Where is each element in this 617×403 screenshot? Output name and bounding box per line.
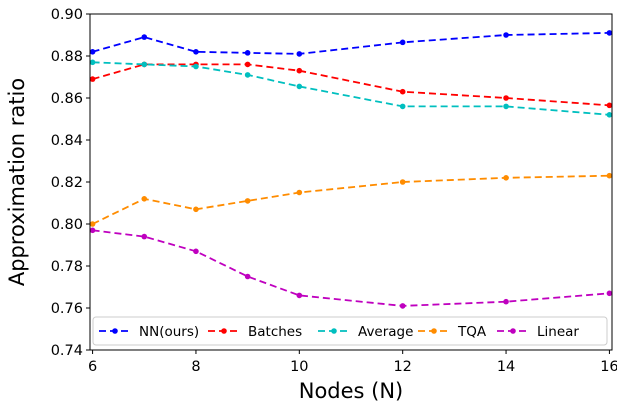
data-point (193, 248, 199, 255)
data-point (503, 95, 509, 101)
y-axis: 0.74 0.76 0.78 0.80 0.82 0.84 0.86 0.88 0.90 (51, 7, 90, 359)
plot-marks (89, 30, 613, 309)
y-tick-label: 0.82 (51, 175, 83, 191)
series-line (92, 63, 610, 107)
series-average (89, 59, 613, 118)
data-point (141, 233, 148, 240)
data-point (503, 32, 509, 38)
data-point (399, 39, 406, 46)
y-tick-label: 0.88 (51, 49, 83, 65)
series-line (92, 174, 610, 225)
data-point (296, 51, 303, 57)
x-tick-label: 8 (191, 359, 200, 375)
series-linear (89, 227, 613, 309)
data-point (503, 103, 509, 110)
legend-item-batches: Batches (208, 324, 302, 340)
legend-label: NN(ours) (139, 324, 199, 340)
y-tick-label: 0.84 (51, 133, 83, 149)
data-point (296, 292, 303, 299)
legend: NN(ours) Batches Average TQA Linear (92, 316, 608, 346)
data-point (141, 34, 148, 40)
data-point (244, 50, 251, 56)
data-point (399, 88, 406, 95)
x-axis: 6 8 10 12 14 16 (88, 350, 617, 375)
series-line (92, 229, 610, 307)
data-point (399, 179, 406, 185)
y-tick-label: 0.86 (51, 91, 83, 107)
y-tick-label: 0.78 (51, 259, 83, 275)
legend-label: Batches (248, 324, 302, 340)
data-point (399, 303, 406, 309)
data-point (296, 83, 303, 90)
legend-swatch-marker (221, 328, 227, 334)
y-tick-label: 0.80 (51, 217, 83, 233)
legend-box (92, 316, 608, 346)
x-tick-label: 14 (497, 359, 515, 375)
x-tick-label: 10 (290, 359, 308, 375)
legend-label: Average (358, 324, 413, 340)
y-axis-label: Approximation ratio (5, 78, 29, 286)
legend-label: Linear (537, 324, 579, 340)
data-point (296, 189, 303, 196)
legend-item-tqa: TQA (418, 324, 487, 340)
series-line (92, 32, 610, 55)
data-point (503, 298, 509, 305)
y-tick-label: 0.90 (51, 7, 83, 23)
y-tick-label: 0.76 (51, 301, 83, 317)
series-batches (89, 61, 613, 109)
data-point (606, 30, 613, 36)
data-point (606, 112, 613, 118)
data-point (193, 63, 199, 70)
data-point (606, 290, 613, 297)
x-tick-label: 12 (393, 359, 411, 375)
data-point (193, 206, 199, 213)
legend-item-nn-ours: NN(ours) (99, 324, 199, 340)
data-point (89, 49, 96, 55)
series-tqa (89, 172, 613, 227)
data-point (244, 61, 251, 68)
data-point (89, 76, 96, 82)
legend-item-linear: Linear (497, 324, 579, 340)
y-tick-label: 0.74 (51, 343, 83, 359)
data-point (244, 72, 251, 78)
data-point (244, 273, 251, 280)
legend-swatch-marker (510, 328, 516, 334)
data-point (89, 227, 96, 234)
x-tick-label: 6 (88, 359, 97, 375)
data-point (399, 103, 406, 110)
legend-swatch-marker (331, 328, 337, 334)
data-point (606, 102, 613, 109)
data-point (89, 59, 96, 66)
data-point (141, 196, 148, 202)
series-nn-ours (89, 30, 613, 57)
legend-swatch-marker (431, 328, 437, 334)
x-axis-label: Nodes (N) (299, 379, 404, 403)
data-point (244, 198, 251, 204)
data-point (606, 172, 613, 179)
data-point (193, 49, 199, 55)
data-point (141, 61, 148, 68)
x-tick-label: 16 (600, 359, 617, 375)
legend-item-average: Average (318, 324, 413, 340)
series-line (92, 61, 610, 116)
data-point (503, 175, 509, 181)
data-point (296, 67, 303, 74)
data-point (89, 221, 96, 227)
legend-label: TQA (457, 324, 487, 340)
legend-swatch-marker (112, 328, 118, 334)
